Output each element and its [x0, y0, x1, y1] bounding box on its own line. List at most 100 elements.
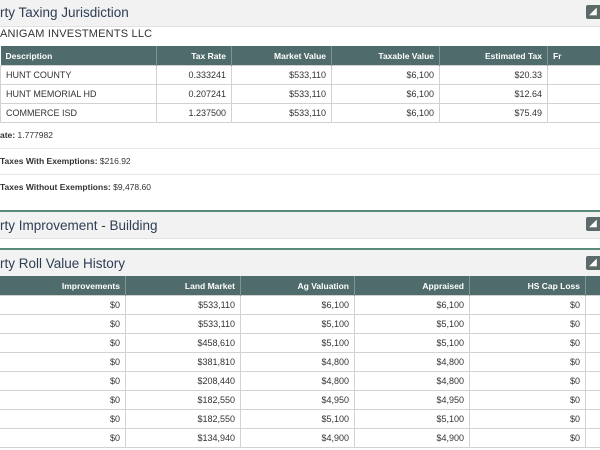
col-improvements[interactable]: Improvements: [0, 276, 126, 296]
taxes-with-exemptions: Taxes With Exemptions: $216.92: [0, 148, 600, 175]
jurisdiction-header-row: Description Tax Rate Market Value Taxabl…: [0, 46, 600, 66]
cell-market-value: $533,110: [231, 103, 332, 123]
table-row: HUNT COUNTY 0.333241 $533,110 $6,100 $20…: [0, 65, 600, 85]
section-divider: [0, 210, 600, 212]
cell-extra: [585, 314, 600, 334]
col-land-market[interactable]: Land Market: [125, 276, 241, 296]
cell-ag-valuation: $5,100: [240, 314, 355, 334]
collapse-icon[interactable]: ◢: [586, 5, 600, 19]
cell-ag-valuation: $4,950: [240, 390, 355, 410]
table-row: $0 $208,440 $4,800 $4,800 $0: [0, 371, 600, 391]
table-row: $0 $381,810 $4,800 $4,800 $0: [0, 352, 600, 372]
cell-appraised: $6,100: [354, 295, 470, 315]
cell-ag-valuation: $4,800: [240, 352, 355, 372]
cell-land-market: $381,810: [125, 352, 241, 372]
cell-hs-cap-loss: $0: [469, 333, 586, 353]
jurisdiction-section-header: rty Taxing Jurisdiction ◢: [0, 0, 600, 27]
cell-description: COMMERCE ISD: [0, 103, 157, 123]
table-row: HUNT MEMORIAL HD 0.207241 $533,110 $6,10…: [0, 84, 600, 104]
collapse-icon[interactable]: ◢: [586, 256, 600, 270]
history-title: rty Roll Value History: [0, 256, 126, 271]
cell-appraised: $4,900: [354, 428, 470, 448]
history-table: Improvements Land Market Ag Valuation Ap…: [0, 276, 600, 448]
total-tax-rate-label: ate:: [0, 130, 16, 140]
cell-description: HUNT COUNTY: [0, 65, 157, 85]
col-description[interactable]: Description: [0, 46, 157, 66]
col-tax-rate[interactable]: Tax Rate: [156, 46, 232, 66]
cell-ag-valuation: $5,100: [240, 333, 355, 353]
section-divider: [0, 248, 600, 250]
cell-taxable-value: $6,100: [331, 103, 440, 123]
col-ag-valuation[interactable]: Ag Valuation: [240, 276, 355, 296]
cell-improvements: $0: [0, 295, 126, 315]
improvement-title: rty Improvement - Building: [0, 218, 158, 233]
jurisdiction-title: rty Taxing Jurisdiction: [0, 5, 129, 20]
table-row: $0 $134,940 $4,900 $4,900 $0: [0, 428, 600, 448]
cell-appraised: $4,950: [354, 390, 470, 410]
cell-ag-valuation: $6,100: [240, 295, 355, 315]
col-appraised[interactable]: Appraised: [354, 276, 470, 296]
cell-improvements: $0: [0, 390, 126, 410]
taxes-with-exemptions-value: $216.92: [99, 156, 131, 166]
cell-extra: [585, 352, 600, 372]
cell-land-market: $533,110: [125, 295, 241, 315]
col-market-value[interactable]: Market Value: [231, 46, 332, 66]
col-extra: [585, 276, 600, 296]
cell-land-market: $182,550: [125, 409, 241, 429]
cell-extra: [585, 428, 600, 448]
cell-freeze: [547, 103, 600, 123]
table-row: $0 $533,110 $6,100 $6,100 $0: [0, 295, 600, 315]
taxes-without-exemptions: Taxes Without Exemptions: $9,478.60: [0, 174, 600, 200]
cell-freeze: [547, 65, 600, 85]
improvement-section-header[interactable]: rty Improvement - Building ◢: [0, 212, 600, 239]
cell-improvements: $0: [0, 409, 126, 429]
taxes-without-exemptions-value: $9,478.60: [113, 182, 151, 192]
cell-extra: [585, 295, 600, 315]
cell-appraised: $5,100: [354, 314, 470, 334]
cell-taxable-value: $6,100: [331, 84, 440, 104]
cell-description: HUNT MEMORIAL HD: [0, 84, 157, 104]
cell-land-market: $134,940: [125, 428, 241, 448]
cell-market-value: $533,110: [231, 65, 332, 85]
cell-land-market: $208,440: [125, 371, 241, 391]
cell-tax-rate: 0.207241: [156, 84, 232, 104]
table-row: $0 $533,110 $5,100 $5,100 $0: [0, 314, 600, 334]
jurisdiction-table: Description Tax Rate Market Value Taxabl…: [0, 46, 600, 123]
cell-improvements: $0: [0, 428, 126, 448]
cell-extra: [585, 409, 600, 429]
cell-tax-rate: 1.237500: [156, 103, 232, 123]
cell-taxable-value: $6,100: [331, 65, 440, 85]
collapse-icon[interactable]: ◢: [586, 217, 600, 231]
cell-appraised: $5,100: [354, 333, 470, 353]
owner-name: ANIGAM INVESTMENTS LLC: [0, 28, 153, 40]
cell-appraised: $4,800: [354, 352, 470, 372]
cell-appraised: $4,800: [354, 371, 470, 391]
cell-ag-valuation: $5,100: [240, 409, 355, 429]
taxes-with-exemptions-label: Taxes With Exemptions:: [0, 156, 98, 166]
cell-hs-cap-loss: $0: [469, 371, 586, 391]
cell-hs-cap-loss: $0: [469, 295, 586, 315]
cell-estimated-tax: $20.33: [439, 65, 548, 85]
cell-hs-cap-loss: $0: [469, 352, 586, 372]
cell-improvements: $0: [0, 314, 126, 334]
cell-extra: [585, 390, 600, 410]
total-tax-rate-value: 1.777982: [17, 130, 53, 140]
cell-improvements: $0: [0, 371, 126, 391]
cell-estimated-tax: $12.64: [439, 84, 548, 104]
cell-tax-rate: 0.333241: [156, 65, 232, 85]
col-taxable-value[interactable]: Taxable Value: [331, 46, 440, 66]
cell-freeze: [547, 84, 600, 104]
cell-ag-valuation: $4,800: [240, 371, 355, 391]
history-section-header: rty Roll Value History ◢: [0, 250, 600, 277]
table-row: $0 $458,610 $5,100 $5,100 $0: [0, 333, 600, 353]
total-tax-rate: ate: 1.777982: [0, 122, 600, 149]
cell-hs-cap-loss: $0: [469, 428, 586, 448]
table-row: $0 $182,550 $5,100 $5,100 $0: [0, 409, 600, 429]
cell-extra: [585, 371, 600, 391]
taxes-without-exemptions-label: Taxes Without Exemptions:: [0, 182, 111, 192]
col-freeze[interactable]: Fr: [547, 46, 600, 66]
col-estimated-tax[interactable]: Estimated Tax: [439, 46, 548, 66]
cell-land-market: $182,550: [125, 390, 241, 410]
col-hs-cap-loss[interactable]: HS Cap Loss: [469, 276, 586, 296]
cell-hs-cap-loss: $0: [469, 314, 586, 334]
